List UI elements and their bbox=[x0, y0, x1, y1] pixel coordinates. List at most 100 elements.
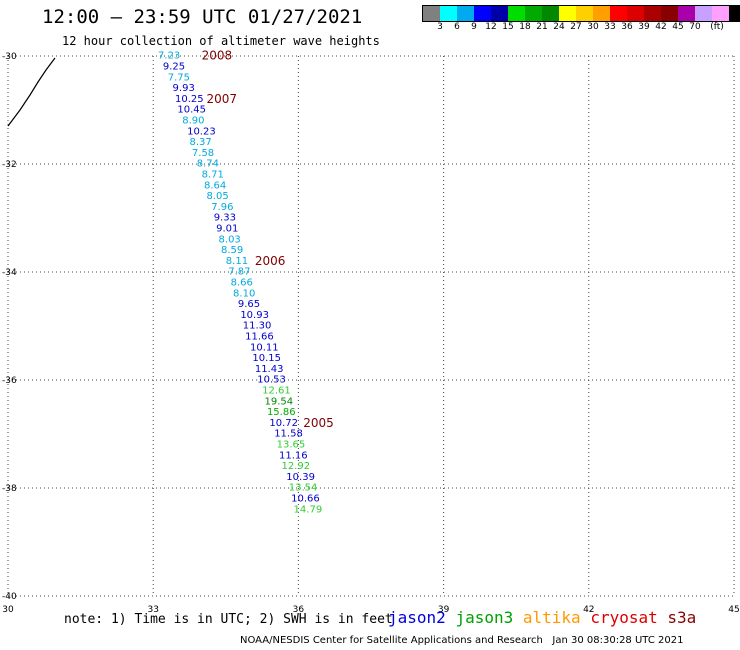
swh-value-label: 10.11 bbox=[250, 342, 279, 353]
colorbar-tick-label: 12 bbox=[485, 22, 497, 32]
colorbar-tick-label: 27 bbox=[570, 22, 582, 32]
swh-value-label: 8.37 bbox=[190, 137, 212, 148]
swh-value-label: 10.25 bbox=[175, 94, 204, 105]
x-tick-label: 30 bbox=[2, 605, 14, 615]
swh-value-label: 8.59 bbox=[221, 245, 243, 256]
swh-value-label: 8.71 bbox=[202, 170, 224, 181]
colorbar-tick-label: 24 bbox=[553, 22, 565, 32]
swh-value-label: 12.61 bbox=[262, 386, 291, 397]
legend-s3a: s3a bbox=[667, 608, 697, 627]
legend-jason3: jason3 bbox=[455, 608, 523, 627]
swh-value-label: 9.65 bbox=[238, 299, 260, 310]
y-tick-label: -40 bbox=[2, 592, 17, 602]
colorbar-tick-label: 3 bbox=[437, 22, 443, 32]
colorbar-swatch bbox=[712, 6, 729, 21]
time-label: 2005 bbox=[303, 416, 334, 430]
swh-value-label: 11.58 bbox=[274, 429, 303, 440]
colorbar-swatch bbox=[661, 6, 678, 21]
legend-cryosat: cryosat bbox=[590, 608, 668, 627]
swh-value-label: 8.64 bbox=[204, 180, 226, 191]
swh-value-label: 10.39 bbox=[286, 472, 315, 483]
swh-value-label: 7.75 bbox=[168, 72, 190, 83]
swh-value-label: 7.87 bbox=[228, 267, 250, 278]
swh-value-label: 10.72 bbox=[269, 418, 298, 429]
swh-value-label: 8.03 bbox=[219, 234, 241, 245]
colorbar-tick-label: 45 bbox=[672, 22, 684, 32]
colorbar-swatch bbox=[644, 6, 661, 21]
x-tick-label: 39 bbox=[438, 605, 450, 615]
time-label: 2008 bbox=[202, 49, 233, 63]
colorbar-swatch bbox=[678, 6, 695, 21]
colorbar-swatch bbox=[440, 6, 457, 21]
colorbar-tick-label: 18 bbox=[519, 22, 531, 32]
colorbar-tick-label: 70 bbox=[689, 22, 701, 32]
colorbar-swatch bbox=[542, 6, 559, 21]
colorbar-labels: 3 6 9 12 15 18 21 24 27 30 33 36 39 42 45 70 (ft) bbox=[422, 22, 740, 34]
swh-value-label: 8.66 bbox=[231, 278, 253, 289]
colorbar-tick-label: 6 bbox=[454, 22, 460, 32]
swh-value-label: 11.30 bbox=[243, 321, 272, 332]
colorbar-swatch bbox=[474, 6, 491, 21]
colorbar-swatch bbox=[729, 6, 740, 21]
y-tick-label: -34 bbox=[2, 268, 17, 278]
colorbar-swatch bbox=[559, 6, 576, 21]
x-tick-label: 33 bbox=[147, 605, 158, 615]
swh-value-label: 10.93 bbox=[240, 310, 269, 321]
colorbar-tick-label: 42 bbox=[655, 22, 667, 32]
swh-value-label: 13.65 bbox=[277, 440, 306, 451]
colorbar-tick-label: 36 bbox=[621, 22, 633, 32]
figure-title: 12:00 – 23:59 UTC 01/27/2021 bbox=[42, 6, 363, 28]
y-tick-label: -30 bbox=[2, 52, 17, 62]
satellite-legend: jason2 jason3 altika cryosat s3a bbox=[388, 608, 696, 627]
colorbar-swatch bbox=[423, 6, 440, 21]
swh-value-label: 8.74 bbox=[197, 159, 219, 170]
colorbar-swatch bbox=[525, 6, 542, 21]
swh-value-label: 7.58 bbox=[192, 148, 214, 159]
swh-value-label: 8.90 bbox=[182, 116, 204, 127]
x-tick-label: 45 bbox=[728, 605, 739, 615]
colorbar-tick-label: 30 bbox=[587, 22, 599, 32]
y-tick-label: -38 bbox=[2, 484, 17, 494]
swh-value-label: 10.66 bbox=[291, 494, 320, 505]
y-tick-label: -32 bbox=[2, 160, 17, 170]
colorbar-swatch bbox=[457, 6, 474, 21]
colorbar-swatch bbox=[610, 6, 627, 21]
swh-value-label: 11.43 bbox=[255, 364, 284, 375]
swh-value-label: 8.10 bbox=[233, 288, 255, 299]
swh-value-label: 12.92 bbox=[281, 461, 310, 472]
swh-value-label: 15.86 bbox=[267, 407, 296, 418]
colorbar-swatch bbox=[695, 6, 712, 21]
swh-value-label: 19.54 bbox=[265, 396, 294, 407]
swh-value-label: 9.93 bbox=[173, 83, 195, 94]
colorbar-tick-label: 15 bbox=[502, 22, 514, 32]
colorbar-swatch bbox=[593, 6, 610, 21]
swh-value-label: 11.66 bbox=[245, 332, 274, 343]
footer-credit: NOAA/NESDIS Center for Satellite Applica… bbox=[240, 635, 684, 646]
swh-value-label: 8.05 bbox=[206, 191, 228, 202]
x-tick-label: 36 bbox=[293, 605, 305, 615]
time-label: 2007 bbox=[206, 92, 237, 106]
swh-value-label: 7.23 bbox=[158, 51, 180, 62]
x-tick-label: 42 bbox=[583, 605, 594, 615]
colorbar-tick-label: 39 bbox=[638, 22, 650, 32]
colorbar-swatch bbox=[508, 6, 525, 21]
time-label: 2006 bbox=[255, 254, 286, 268]
y-tick-label: -36 bbox=[2, 376, 17, 386]
colorbar-tick-label: 21 bbox=[536, 22, 548, 32]
swh-value-label: 10.15 bbox=[252, 353, 281, 364]
colorbar-tick-label: 9 bbox=[471, 22, 477, 32]
swh-value-label: 7.96 bbox=[211, 202, 233, 213]
colorbar-swatch bbox=[491, 6, 508, 21]
swh-value-label: 10.23 bbox=[187, 126, 216, 137]
legend-jason2: jason2 bbox=[388, 608, 456, 627]
figure-subtitle: 12 hour collection of altimeter wave hei… bbox=[62, 34, 380, 48]
swh-value-label: 9.01 bbox=[216, 224, 238, 235]
colorbar-swatch bbox=[576, 6, 593, 21]
swh-value-label: 9.25 bbox=[163, 62, 185, 73]
swh-value-label: 9.33 bbox=[214, 213, 236, 224]
coastline bbox=[7, 57, 56, 127]
swh-value-label: 8.11 bbox=[226, 256, 248, 267]
swh-value-label: 11.16 bbox=[279, 450, 308, 461]
